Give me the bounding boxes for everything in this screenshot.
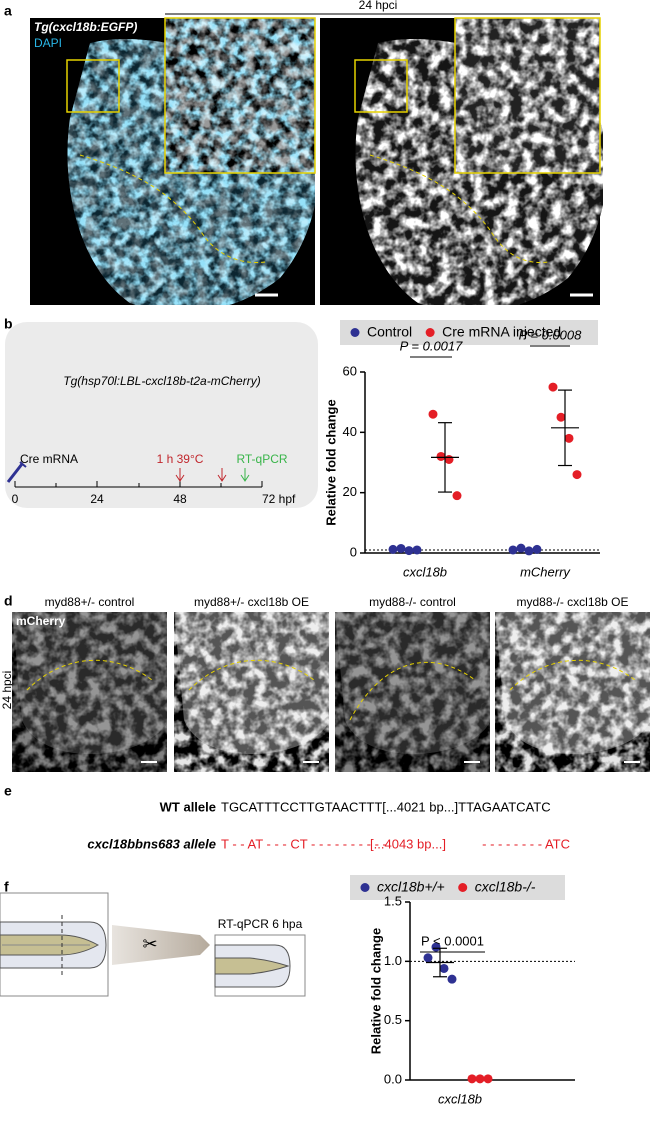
time-tick: 24: [90, 492, 104, 506]
p-value: P = 0.0008: [519, 327, 583, 342]
column-title: myd88+/- cxcl18b OE: [194, 595, 309, 609]
data-point: [396, 543, 406, 553]
y-tick-label: 1.0: [384, 953, 402, 968]
time-tick: 48: [173, 492, 187, 506]
data-point: [564, 433, 574, 443]
legend-box: [340, 320, 598, 345]
border-line: [509, 659, 636, 691]
border-line: [26, 659, 153, 691]
texture: [174, 612, 329, 772]
allele-name: cxcl18bbns683 allele: [87, 836, 216, 851]
texture: [495, 612, 650, 772]
y-axis-label: Relative fold change: [368, 928, 383, 1054]
svg-text:✂: ✂: [142, 934, 157, 954]
legend-box: [350, 875, 565, 900]
legend-marker: [458, 883, 468, 892]
data-point: [532, 544, 542, 554]
data-point: [431, 942, 441, 952]
readout-label: RT-qPCR: [236, 452, 287, 466]
data-point: [483, 1074, 493, 1084]
heat-shock-label: 1 h 39°C: [157, 452, 204, 466]
column-title: myd88-/- cxcl18b OE: [516, 595, 628, 609]
y-axis-label: Relative fold change: [323, 399, 338, 525]
border-line: [188, 659, 315, 691]
data-point: [508, 545, 518, 555]
legend-label: cxcl18b+/+: [377, 879, 445, 895]
allele-name: WT allele: [160, 799, 216, 814]
data-point: [436, 451, 446, 461]
y-tick-label: 0.5: [384, 1012, 402, 1027]
stain-label: mCherry: [16, 614, 66, 628]
legend-label: Control: [367, 324, 412, 340]
panel-label: f: [4, 879, 9, 895]
legend-marker: [350, 328, 360, 337]
y-tick-label: 60: [343, 363, 357, 378]
channel-label: Tg(cxcl18b:EGFP): [34, 20, 137, 34]
construct: Tg(hsp70l:LBL-cxcl18b-t2a-mCherry): [63, 374, 260, 388]
column-title: myd88+/- control: [45, 595, 135, 609]
panel-label: a: [4, 3, 12, 19]
data-point: [444, 454, 454, 464]
data-point: [475, 1074, 485, 1084]
micrograph: [320, 17, 603, 305]
channel-label: DAPI: [34, 36, 62, 50]
injection-label: Cre mRNA: [20, 452, 78, 466]
y-tick-label: 40: [343, 424, 357, 439]
amputation-diagram: ✂: [0, 892, 306, 997]
time-tick: 0: [12, 492, 19, 506]
data-point: [524, 546, 534, 556]
data-point: [428, 409, 438, 419]
allele-sequence: - - - - - - - - ATC: [482, 836, 570, 851]
data-point: [572, 470, 582, 480]
x-tick-label: cxcl18b: [438, 1091, 482, 1106]
data-point: [447, 974, 457, 984]
allele-sequence: T - - AT - - - CT - - - - - - - - - -: [221, 836, 387, 851]
x-tick-label: mCherry: [520, 564, 571, 579]
legend-label: cxcl18b-/-: [475, 879, 536, 895]
legend-label: Cre mRNA injected: [442, 324, 561, 340]
step-label: RT-qPCR 6 hpa: [218, 917, 303, 931]
data-point: [452, 491, 462, 501]
border-line: [349, 661, 476, 721]
panel-box: [5, 322, 318, 508]
column-title: myd88-/- control: [369, 595, 456, 609]
micrograph: Tg(cxcl18b:EGFP) DAPI: [30, 17, 316, 305]
data-point: [548, 382, 558, 392]
y-tick-label: 20: [343, 484, 357, 499]
time-tick: 72 hpf: [262, 492, 296, 506]
y-tick-label: 0: [350, 544, 357, 559]
y-tick-label: 1.5: [384, 893, 402, 908]
data-point: [388, 544, 398, 554]
panel-label: b: [4, 316, 13, 332]
legend-marker: [360, 883, 370, 892]
data-point: [516, 543, 526, 553]
data-point: [439, 963, 449, 973]
panel-label: d: [4, 593, 13, 609]
p-value: P < 0.0001: [421, 933, 484, 948]
texture: [12, 612, 167, 772]
data-point: [467, 1074, 477, 1084]
header: 24 hpci: [359, 0, 398, 12]
p-value: P = 0.0017: [400, 338, 464, 353]
data-point: [404, 546, 414, 556]
allele-gap: [...4043 bp...]: [370, 836, 446, 851]
y-tick-label: 0.0: [384, 1071, 402, 1086]
data-point: [556, 412, 566, 422]
texture: [335, 612, 490, 772]
data-point: [423, 953, 433, 963]
panel-label: e: [4, 783, 12, 799]
legend-marker: [425, 328, 435, 337]
row-label: 24 hpci: [0, 671, 14, 710]
allele-sequence: TGCATTTCCTTGTAACTTT[...4021 bp...]TTAGAA…: [221, 799, 551, 814]
timeline: [6, 461, 263, 488]
data-point: [412, 545, 422, 555]
x-tick-label: cxcl18b: [403, 564, 447, 579]
